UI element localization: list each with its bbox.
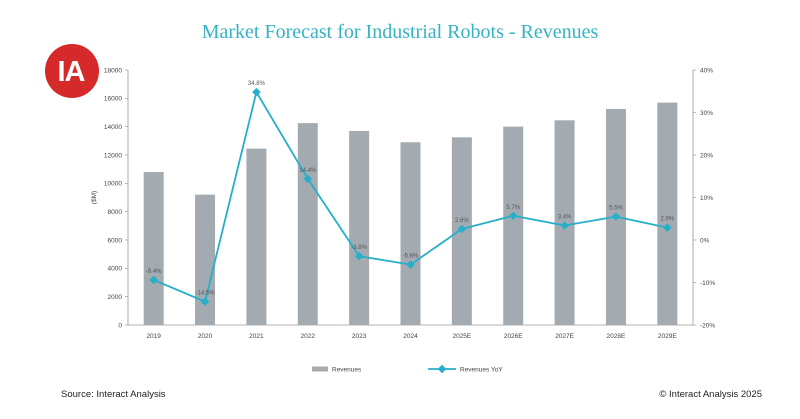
yoy-marker	[252, 87, 261, 97]
revenue-bar	[503, 126, 524, 326]
y-right-tick-label: -20%	[700, 322, 715, 329]
yoy-marker	[200, 297, 210, 306]
y-left-tick-label: 12000	[104, 152, 122, 159]
y-left-tick-label: 16000	[104, 96, 122, 103]
yoy-marker	[149, 275, 158, 285]
yoy-data-label: -5.8%	[403, 254, 419, 260]
x-tick-label: 2019	[146, 333, 161, 340]
x-tick-label: 2028E	[607, 333, 626, 340]
yoy-data-label: 3.4%	[558, 215, 572, 221]
y-axis-label: ($M)	[91, 191, 98, 204]
revenue-bar	[400, 142, 421, 325]
yoy-data-label: 5.5%	[609, 206, 623, 212]
legend-yoy-marker	[437, 364, 447, 374]
yoy-marker	[406, 260, 415, 269]
x-tick-label: 2023	[352, 333, 367, 340]
revenue-bar	[195, 194, 216, 325]
legend-revenues-label: Revenues	[332, 366, 362, 373]
yoy-data-label: 14.4%	[299, 168, 317, 174]
y-right-tick-label: 30%	[700, 110, 713, 117]
y-left-tick-label: 8000	[108, 209, 123, 216]
yoy-data-label: -3.8%	[351, 245, 367, 251]
legend-revenues-swatch	[312, 366, 328, 372]
revenue-bar	[143, 172, 164, 325]
yoy-data-label: -14.5%	[196, 291, 216, 297]
x-tick-label: 2027E	[555, 333, 574, 340]
chart-title: Market Forecast for Industrial Robots - …	[201, 21, 599, 43]
yoy-marker	[303, 174, 313, 184]
revenue-bar	[349, 130, 370, 325]
revenue-bar	[246, 148, 267, 325]
x-tick-label: 2022	[301, 333, 316, 340]
logo-circle	[45, 44, 99, 98]
yoy-marker	[508, 211, 518, 221]
y-left-tick-label: 6000	[108, 237, 123, 244]
x-tick-label: 2026E	[504, 333, 523, 340]
y-left-tick-label: 4000	[108, 266, 123, 273]
x-tick-label: 2021	[249, 333, 264, 340]
legend-yoy-label: Revenues YoY	[460, 366, 503, 373]
yoy-data-label: 5.7%	[506, 205, 520, 211]
revenue-bar	[657, 102, 678, 325]
y-left-tick-label: 2000	[108, 294, 123, 301]
x-tick-label: 2024	[403, 333, 418, 340]
x-tick-label: 2029E	[658, 333, 677, 340]
y-right-tick-label: 40%	[700, 67, 713, 74]
y-left-tick-label: 18000	[104, 67, 122, 74]
yoy-data-label: -9.4%	[146, 269, 162, 275]
yoy-marker	[354, 251, 364, 261]
x-tick-label: 2025E	[452, 333, 471, 340]
y-right-tick-label: 0%	[700, 237, 710, 244]
y-right-tick-label: -10%	[700, 280, 715, 287]
yoy-data-label: 34.8%	[248, 81, 266, 87]
copyright-note: © Interact Analysis 2025	[659, 389, 762, 400]
yoy-marker	[457, 224, 467, 234]
yoy-data-label: 2.9%	[660, 217, 674, 223]
y-right-tick-label: 10%	[700, 195, 713, 202]
y-left-tick-label: 10000	[104, 181, 122, 188]
yoy-data-label: 2.6%	[455, 218, 469, 224]
y-right-tick-label: 20%	[700, 152, 713, 159]
x-tick-label: 2020	[198, 333, 213, 340]
logo-text: IA	[58, 56, 86, 88]
revenue-bar	[297, 123, 318, 325]
y-left-tick-label: 14000	[104, 124, 122, 131]
source-note: Source: Interact Analysis	[61, 389, 166, 400]
interact-analysis-logo: IA	[45, 44, 99, 98]
y-left-tick-label: 0	[118, 322, 122, 329]
